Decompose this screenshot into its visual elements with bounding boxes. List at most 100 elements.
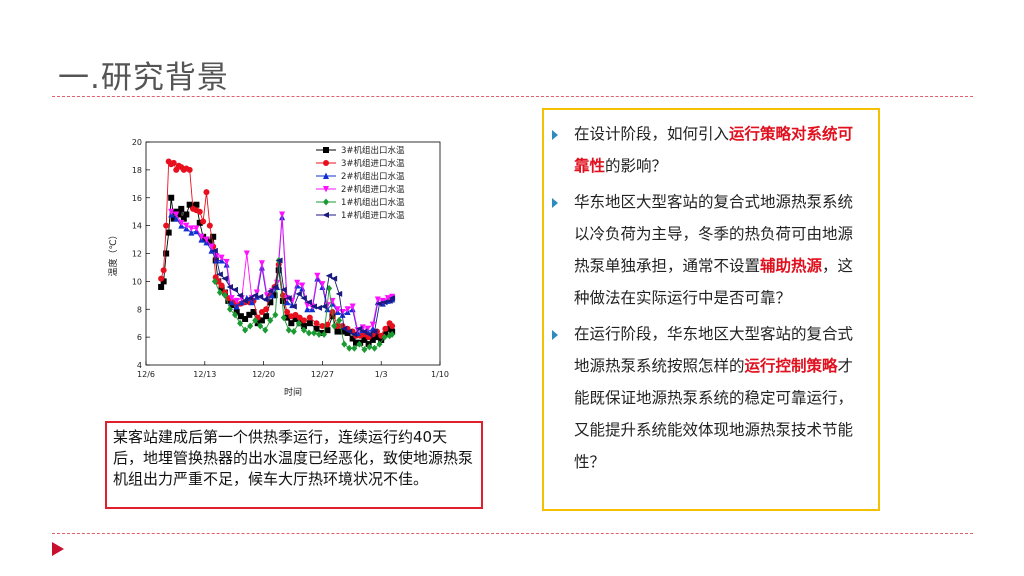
legend-label-6: 1#机组进口水温 [341, 210, 405, 221]
legend-marker-1 [323, 147, 329, 153]
series-1-point [210, 233, 217, 240]
series-5-point [300, 326, 307, 334]
series-1-point [306, 320, 313, 327]
series-4-point [334, 306, 341, 313]
bullet-arrow-icon [552, 330, 558, 340]
series-4-point [193, 225, 200, 232]
series-5-point [295, 319, 302, 327]
series-4-point [228, 295, 235, 302]
legend-label-5: 1#机组出口水温 [341, 197, 405, 208]
series-6-point [226, 283, 233, 290]
series-6-point [325, 272, 333, 279]
series-6-point [276, 257, 283, 264]
series-5-point [381, 333, 388, 341]
series-2-point [389, 322, 396, 329]
series-3-point [188, 229, 195, 236]
series-6-point [271, 283, 279, 290]
series-5-point [331, 322, 338, 330]
series-6-point [256, 293, 264, 300]
series-2-point [170, 159, 177, 166]
series-1-point [206, 239, 213, 246]
series-6-point [365, 331, 373, 338]
series-1-point [163, 250, 170, 257]
series-6-point [376, 300, 383, 307]
series-6-point [280, 286, 287, 293]
series-1-point [168, 194, 175, 201]
series-5-point [321, 330, 328, 338]
series-1-point [339, 328, 346, 335]
series-2-point [186, 166, 193, 173]
series-4-point [243, 250, 250, 257]
y-tick-label: 14 [132, 222, 142, 231]
series-3-point [304, 305, 311, 313]
series-5-point [280, 314, 287, 322]
series-4-point [279, 211, 286, 218]
series-4-point [379, 297, 386, 305]
series-2-point [160, 267, 167, 274]
series-6-point [216, 271, 223, 278]
series-4-point [299, 282, 306, 290]
series-6-point [345, 328, 353, 335]
slide-title: 一.研究背景 [58, 60, 229, 96]
series-1-point [200, 233, 207, 240]
series-6-point [388, 295, 396, 302]
series-4-point [208, 243, 215, 251]
x-tick-label: 12/13 [193, 370, 216, 379]
series-5-point [356, 340, 363, 348]
series-1-point [242, 316, 249, 323]
legend-label-2: 3#机组进口水温 [341, 158, 405, 169]
series-5-point [376, 340, 383, 348]
y-tick-label: 8 [137, 305, 142, 314]
series-1-point [237, 313, 244, 320]
series-6-point [261, 296, 269, 303]
series-2-point [203, 189, 210, 196]
series-2-point [324, 321, 331, 328]
series-5-point [247, 322, 254, 330]
series-6-point [350, 331, 358, 338]
legend-label-4: 2#机组进口水温 [341, 184, 405, 195]
series-1-point [267, 299, 274, 306]
series-2-point [158, 275, 165, 282]
series-3-point [324, 305, 331, 313]
series-6-point [310, 303, 317, 310]
series-2-point [319, 322, 326, 329]
x-tick-label: 12/20 [252, 370, 275, 379]
series-4-point [258, 260, 265, 267]
top-dashed-divider [52, 96, 973, 97]
series-2-point [284, 309, 291, 316]
series-1-point [353, 339, 359, 346]
series-3-point [233, 302, 240, 310]
series-5-point [262, 326, 269, 334]
series-2-point [206, 222, 213, 229]
bullet-arrow-icon [552, 198, 558, 208]
legend-marker-5 [323, 198, 329, 206]
play-arrow-icon[interactable] [52, 542, 64, 556]
series-1-point [344, 329, 351, 336]
series-4-point [203, 236, 210, 244]
series-5-point [316, 330, 323, 338]
series-2-point [306, 314, 313, 321]
temperature-chart: 4 6 8 10 12 14 16 18 20 12/6 12/13 12/20 12/27 1/3 1/1… [107, 138, 449, 398]
series-1-point [334, 328, 341, 335]
series-5-point [305, 329, 312, 337]
series-1-point [378, 336, 385, 343]
series-3-point [269, 291, 275, 299]
series-1-point [292, 316, 299, 323]
series-5-point [290, 328, 297, 336]
series-6-point [221, 275, 228, 282]
series-5-point [216, 289, 223, 297]
series-4-point [183, 222, 190, 230]
question-3-part-3: 才能既保证地源热泵系统的稳定可靠运行，又能提升系统能效体现地源热泵技术节能性？ [574, 357, 854, 471]
series-6-point [236, 292, 244, 299]
series-4-point [374, 296, 381, 303]
bullet-arrow-icon [552, 130, 558, 140]
x-tick-label: 12/6 [137, 370, 155, 379]
series-6-point [381, 299, 388, 306]
question-1-part-1: 在设计阶段，如何引入 [574, 125, 730, 143]
series-1-point [275, 267, 282, 274]
series-4-point [319, 281, 326, 288]
series-1-point [158, 283, 165, 290]
questions-box: 在设计阶段，如何引入运行策略对系统可靠性的影响？ 华东地区大型客站的复合式地源热… [542, 108, 880, 511]
series-1-point [263, 313, 270, 320]
series-1-point [300, 322, 307, 329]
